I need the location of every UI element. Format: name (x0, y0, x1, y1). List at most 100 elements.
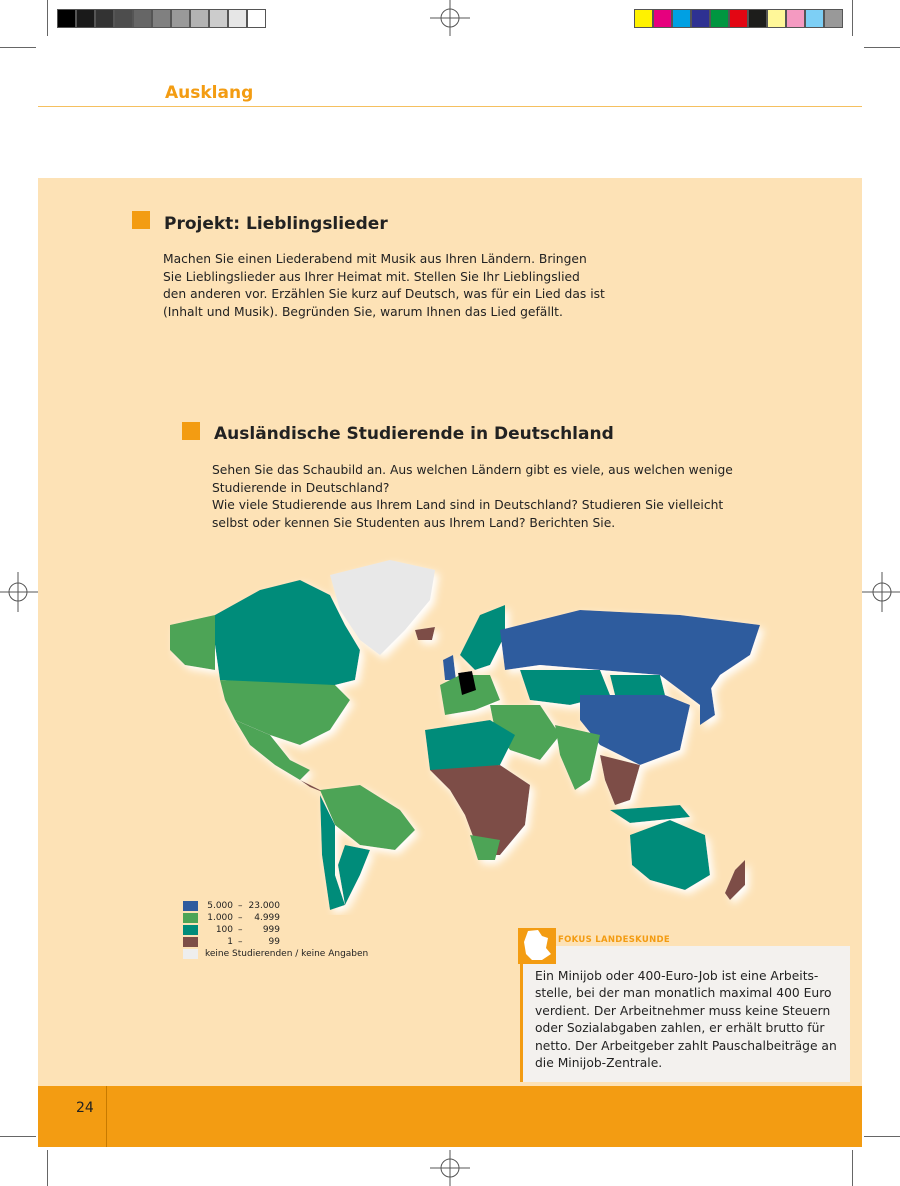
footer-divider (106, 1086, 107, 1147)
header-divider (38, 106, 862, 107)
page-number: 24 (76, 1100, 94, 1116)
text-line: Sie Lieblingslieder aus Ihrer Heimat mit… (163, 269, 580, 284)
calibration-swatch (824, 9, 843, 28)
region-iceland (415, 627, 435, 640)
fokus-text: Ein Minijob oder 400-Euro-Job ist eine A… (535, 968, 845, 1072)
legend-to: 23.000 (248, 901, 281, 911)
calibration-swatch (634, 9, 653, 28)
region-southeast-asia (600, 755, 640, 805)
region-mongolia (610, 675, 665, 695)
text-line: verdient. Der Arbeitnehmer muss keine St… (535, 1003, 831, 1018)
world-map (170, 560, 760, 910)
text-line: (Inhalt und Musik). Begründen Sie, warum… (163, 304, 563, 319)
registration-mark-icon (0, 572, 38, 612)
region-japan (700, 680, 715, 725)
calibration-swatch (710, 9, 729, 28)
calibration-swatch (767, 9, 786, 28)
calibration-swatch (76, 9, 95, 28)
footer-band (38, 1086, 862, 1147)
calibration-swatch (114, 9, 133, 28)
calibration-swatch (247, 9, 266, 28)
region-china (580, 695, 690, 765)
legend-dash: – (238, 913, 243, 923)
section-instructions: Sehen Sie das Schaubild an. Aus welchen … (212, 462, 733, 532)
crop-mark (47, 1150, 48, 1186)
section-title: Ausländische Studierende in Deutschland (214, 424, 614, 444)
region-alaska (170, 615, 215, 670)
region-argentina (338, 845, 370, 905)
legend-swatch (183, 901, 198, 911)
region-germany (458, 671, 476, 695)
calibration-swatch (653, 9, 672, 28)
legend-dash: – (238, 937, 243, 947)
germany-map-icon (518, 928, 556, 964)
text-line: netto. Der Arbeitgeber zahlt Pauschalbei… (535, 1038, 837, 1053)
calibration-swatch (57, 9, 76, 28)
text-line: Studierende in Deutschland? (212, 480, 390, 495)
text-line: stelle, bei der man monatlich maximal 40… (535, 986, 832, 1001)
calibration-swatch (748, 9, 767, 28)
legend-from: 1.000 (207, 913, 233, 923)
text-line: die Minijob-Zentrale. (535, 1056, 663, 1071)
legend-swatch (183, 949, 198, 959)
legend-dash: – (238, 925, 243, 935)
registration-mark-icon (430, 1150, 470, 1186)
section-bullet-icon (182, 422, 200, 440)
calibration-swatch (190, 9, 209, 28)
registration-mark-icon (430, 0, 470, 36)
region-india (555, 725, 600, 790)
region-new-zealand (725, 860, 745, 900)
calibration-swatch (729, 9, 748, 28)
calibration-swatch (152, 9, 171, 28)
text-line: den anderen vor. Erzählen Sie kurz auf D… (163, 287, 605, 302)
registration-mark-icon (862, 572, 900, 612)
calibration-swatch (171, 9, 190, 28)
text-line: oder Sozialabgaben zahlen, er erhält bru… (535, 1021, 825, 1036)
calibration-swatch (209, 9, 228, 28)
text-line: Wie viele Studierende aus Ihrem Land sin… (212, 498, 724, 513)
legend-to: 99 (268, 937, 280, 947)
legend-from: 1 (227, 937, 233, 947)
region-australia (630, 820, 710, 890)
calibration-swatch (805, 9, 824, 28)
legend-label: keine Studierenden / keine Angaben (205, 949, 369, 959)
crop-mark (0, 1136, 36, 1137)
region-russia (500, 610, 760, 705)
region-north-africa (425, 720, 515, 775)
region-mexico (235, 720, 310, 780)
crop-mark (864, 47, 900, 48)
region-south-africa (470, 835, 500, 860)
crop-mark (47, 0, 48, 36)
calibration-swatch (95, 9, 114, 28)
region-scandinavia (460, 605, 505, 670)
legend-to: 4.999 (254, 913, 280, 923)
calibration-swatch (228, 9, 247, 28)
legend-to: 999 (262, 925, 280, 935)
text-line: Ein Minijob oder 400-Euro-Job ist eine A… (535, 969, 819, 983)
section-bullet-icon (132, 211, 150, 229)
region-indonesia (610, 805, 690, 823)
text-line: Sehen Sie das Schaubild an. Aus welchen … (212, 463, 733, 477)
region-sub-saharan-africa (430, 765, 530, 855)
calibration-swatch (133, 9, 152, 28)
text-line: selbst oder kennen Sie Studenten aus Ihr… (212, 515, 616, 530)
text-line: Machen Sie einen Liederabend mit Musik a… (163, 252, 587, 266)
fokus-label: FOKUS LANDESKUNDE (558, 935, 670, 945)
region-south-america-west (320, 795, 345, 910)
section-title: Projekt: Lieblingslieder (164, 214, 388, 234)
calibration-swatch (786, 9, 805, 28)
legend-swatch (183, 913, 198, 923)
fokus-landeskunde-box (520, 946, 850, 1082)
region-western-europe (440, 675, 500, 715)
region-usa (220, 680, 350, 745)
calibration-swatch (672, 9, 691, 28)
legend-swatch (183, 937, 198, 947)
crop-mark (852, 0, 853, 36)
crop-mark (864, 1136, 900, 1137)
region-uk (443, 655, 456, 680)
crop-mark (0, 47, 36, 48)
region-canada (215, 580, 360, 685)
calibration-swatch (691, 9, 710, 28)
legend-from: 5.000 (207, 901, 233, 911)
